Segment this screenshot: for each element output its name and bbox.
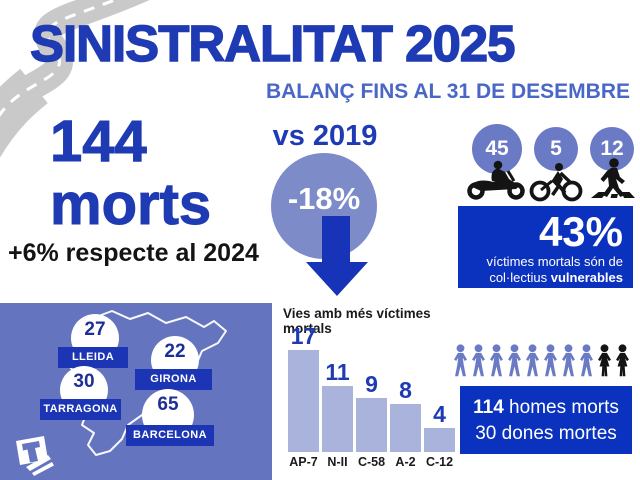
woman-icon xyxy=(616,344,629,377)
bar-value-label: 17 xyxy=(290,323,317,349)
woman-icon xyxy=(598,344,611,377)
women-deaths-line: 30 dones mortes xyxy=(475,423,617,444)
bar-column: 11 xyxy=(322,361,353,452)
bar-value-label: 11 xyxy=(325,359,350,385)
bar-value-label: 8 xyxy=(399,377,412,403)
bar-column: 17 xyxy=(288,325,319,452)
catalonia-map-panel: 27 LLEIDA 22 GIRONA 30 TARRAGONA 65 BARC… xyxy=(0,303,272,480)
chart-title: Vies amb més víctimes mortals xyxy=(283,306,431,336)
girona-value: 22 xyxy=(164,341,186,362)
page-title: SINISTRALITAT 2025 xyxy=(29,14,516,72)
cyclist-count: 5 xyxy=(550,137,562,160)
transit-logo xyxy=(16,436,54,476)
deaths-comparison: +6% respecte al 2024 xyxy=(8,239,259,267)
vulnerable-stat-box: 43% víctimes mortals són de col·lectius … xyxy=(458,206,633,288)
men-deaths-text: homes morts xyxy=(503,397,619,418)
vs-2019-label: vs 2019 xyxy=(272,120,378,152)
man-icon xyxy=(454,344,467,377)
barcelona-label: BARCELONA xyxy=(126,425,214,446)
vulnerable-text-line1: víctimes mortals són de xyxy=(486,254,623,269)
gender-stat-box: 114 homes morts 30 dones mortes xyxy=(460,386,632,454)
gender-pictogram xyxy=(452,344,636,378)
cyclist-icon xyxy=(529,163,583,202)
bar-column: 4 xyxy=(424,403,455,452)
down-arrow-icon xyxy=(322,216,350,264)
pedestrian-icon xyxy=(591,158,635,198)
bar-value-label: 9 xyxy=(365,371,378,397)
bar-value-label: 4 xyxy=(433,401,446,427)
girona-label: GIRONA xyxy=(135,369,212,390)
down-arrow-head xyxy=(306,262,368,296)
map-bubble-lleida: 27 LLEIDA xyxy=(58,314,128,368)
deaths-total: 144 morts xyxy=(49,109,212,237)
bar-column: 9 xyxy=(356,373,387,452)
map-bubble-barcelona: 65 BARCELONA xyxy=(126,389,214,446)
vs-2019-change-value: -18% xyxy=(287,181,361,216)
bar-category-label: C-58 xyxy=(357,455,386,469)
chart-category-labels: AP-7 N-II C-58 A-2 C-12 xyxy=(288,455,455,469)
bar-c-12 xyxy=(424,428,455,452)
deaths-number: 144 xyxy=(49,109,147,174)
man-icon xyxy=(472,344,485,377)
vulnerable-text-line2: col·lectius vulnerables xyxy=(464,270,623,286)
bar-a-2 xyxy=(390,404,421,452)
map-bubble-tarragona: 30 TARRAGONA xyxy=(40,366,121,420)
lleida-label: LLEIDA xyxy=(58,347,128,368)
man-icon xyxy=(526,344,539,377)
men-deaths-number: 114 xyxy=(473,397,504,418)
men-deaths-line: 114 homes morts xyxy=(460,395,632,421)
bar-column: 8 xyxy=(390,379,421,452)
chart-bars: 17 11 9 8 4 xyxy=(288,322,455,452)
bar-category-label: AP-7 xyxy=(289,455,318,469)
bar-category-label: C-12 xyxy=(425,455,454,469)
man-icon xyxy=(508,344,521,377)
man-icon xyxy=(490,344,503,377)
lleida-value: 27 xyxy=(84,319,106,340)
bar-ap-7 xyxy=(288,350,319,452)
bar-n-ii xyxy=(322,386,353,452)
vulnerable-percent: 43% xyxy=(538,208,623,255)
barcelona-value: 65 xyxy=(157,394,179,415)
vulnerable-text-line2-bold: vulnerables xyxy=(550,270,623,285)
tarragona-value: 30 xyxy=(73,371,95,392)
bar-category-label: N-II xyxy=(327,455,348,469)
road-graphic xyxy=(0,0,150,158)
man-icon xyxy=(580,344,593,377)
vulnerable-text-line2-prefix: col·lectius xyxy=(489,270,551,285)
map-bubble-girona: 22 GIRONA xyxy=(135,336,212,390)
bar-category-label: A-2 xyxy=(395,455,416,469)
motorcyclist-count: 45 xyxy=(485,137,509,160)
motorcyclist-icon xyxy=(467,160,525,200)
man-icon xyxy=(562,344,575,377)
page-subtitle: BALANÇ FINS AL 31 DE DESEMBRE xyxy=(265,80,630,103)
tarragona-label: TARRAGONA xyxy=(40,399,121,420)
pedestrian-count: 12 xyxy=(600,137,624,160)
bar-c-58 xyxy=(356,398,387,452)
roads-bar-chart: Vies amb més víctimes mortals 17 11 9 8 4 AP… xyxy=(281,302,463,480)
deaths-word: morts xyxy=(49,172,212,237)
cyclist-count-circle: 5 xyxy=(534,127,578,171)
man-icon xyxy=(544,344,557,377)
